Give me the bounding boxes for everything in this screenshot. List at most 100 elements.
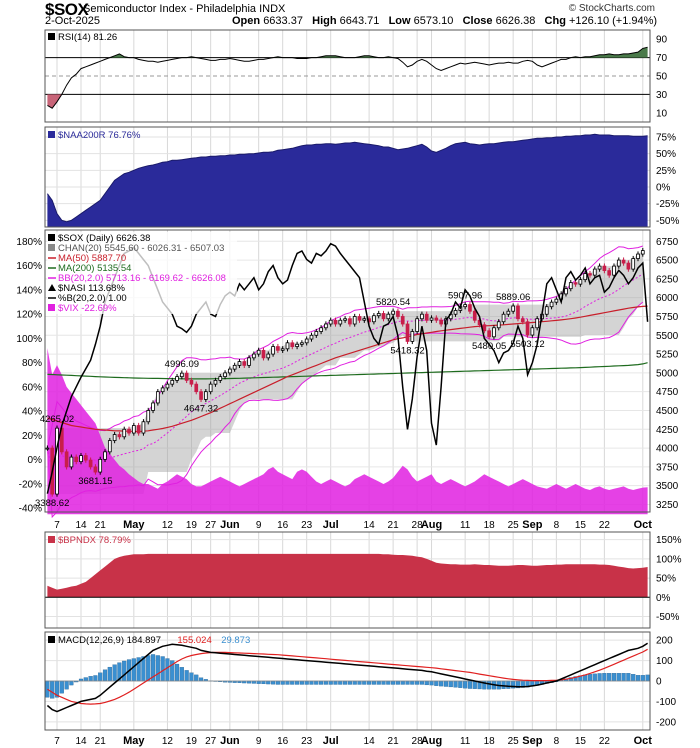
change-label: Chg: [544, 15, 566, 27]
ma50-line: [47, 305, 648, 433]
candle-body: [160, 387, 165, 393]
candle-body: [472, 310, 477, 321]
price-annotation: 3681.15: [78, 476, 112, 487]
candle-body: [256, 349, 261, 355]
macd-histogram-bar: [328, 680, 333, 685]
rsi-line: [47, 46, 648, 109]
legend-label: %B(20,2.0) 1.00: [58, 293, 127, 304]
price-annotation: 4265.02: [40, 414, 74, 425]
candle-body: [607, 270, 612, 276]
price-annotation: 3388.62: [35, 498, 69, 509]
pct-tick-label: 80%: [22, 358, 42, 369]
month-label: 11: [460, 520, 471, 531]
month-label: 15: [575, 736, 587, 747]
candle-body: [88, 459, 93, 468]
copyright-link[interactable]: © StockCharts.com: [568, 3, 655, 14]
legend-label: BB(20,2.0) 5713.16 - 6169.62 - 6626.08: [58, 273, 226, 284]
sox-panel: 6750 6500 6250 6000 5750 5500 5250 5000 4750 4500…: [16, 229, 679, 519]
macd-histogram-bar: [333, 680, 338, 685]
candle-body: [204, 391, 208, 400]
candle-body: [309, 334, 314, 340]
price-annotation: 5820.54: [376, 297, 410, 308]
macd-histogram-bar: [400, 680, 405, 685]
month-label: 16: [277, 736, 289, 747]
candle-body: [525, 321, 530, 336]
month-label: 18: [484, 520, 496, 531]
macd-histogram-bar: [395, 680, 400, 685]
candle-body: [434, 317, 439, 321]
month-label: 9: [256, 520, 262, 531]
bpndx-tick-label: 50%: [656, 574, 676, 585]
candle-body: [549, 301, 554, 308]
month-label: 15: [575, 520, 587, 531]
candle-body: [626, 262, 631, 270]
pct-tick-label: 140%: [16, 285, 42, 296]
price-tick-label: 4500: [656, 406, 679, 417]
legend-label: $BPNDX 78.79%: [58, 535, 131, 546]
macd-histogram-bar: [602, 673, 607, 682]
low-label: Low: [388, 15, 411, 27]
bpndx-area: [47, 553, 648, 598]
candle-body: [501, 313, 506, 323]
macd-histogram-bar: [631, 674, 636, 682]
macd-histogram-bar: [295, 680, 300, 685]
price-annotation: 5480.05: [472, 341, 506, 352]
panel-frame: [44, 631, 651, 731]
month-label: 23: [301, 736, 313, 747]
macd-histogram-bar: [59, 680, 64, 694]
candle-body: [266, 353, 271, 359]
candle-body: [410, 331, 415, 342]
candle-body: [117, 434, 122, 438]
macd-histogram-bar: [640, 675, 645, 682]
legend-background: [47, 232, 237, 314]
macd-histogram-bar: [635, 675, 641, 682]
macd-histogram-bar: [189, 672, 194, 682]
candle-body: [496, 321, 501, 329]
candle-body: [55, 427, 59, 495]
candle-body: [199, 391, 203, 400]
macd-histogram-bar: [410, 680, 415, 685]
macd-panel: 200 100 0 -100 -200 MACD(12,26,9) 184.897 155.…: [44, 631, 676, 731]
candle-body: [213, 379, 218, 385]
macd-histogram-bar: [448, 680, 453, 688]
price-tick-label: 3500: [656, 481, 679, 492]
candle-body: [357, 316, 362, 321]
candle-body: [636, 253, 640, 259]
candle-body: [271, 346, 275, 355]
macd-histogram-bar: [102, 669, 108, 682]
high-label: High: [312, 15, 337, 27]
legend-label: CHAN(20) 5545.60 - 6026.31 - 6507.03: [58, 243, 224, 254]
candle-body: [573, 282, 578, 285]
candle-body: [348, 318, 352, 325]
ma200-line: [47, 362, 648, 380]
macd-histogram-bar: [93, 675, 98, 682]
legend-swatch: [48, 33, 55, 40]
rsi-tick-label: 70: [656, 53, 668, 64]
macd-histogram-bar: [271, 680, 276, 685]
legend-label: RSI(14) 81.26: [58, 32, 117, 43]
macd-histogram-bar: [290, 680, 295, 685]
vix-area: [47, 348, 648, 515]
price-annotation: 5907.96: [448, 291, 482, 302]
macd-tick-label: -100: [656, 697, 676, 708]
candle-body: [376, 313, 381, 317]
month-label: 27: [205, 736, 217, 747]
price-annotation: 5889.06: [496, 292, 530, 303]
rsi-tick-label: 30: [656, 90, 668, 101]
macd-histogram-bar: [174, 663, 180, 682]
candle-body: [492, 327, 496, 338]
macd-legend-label: 29.873: [221, 635, 250, 646]
macd-histogram-bar: [304, 680, 309, 685]
macd-histogram-bar: [131, 658, 136, 682]
month-label: 14: [75, 520, 87, 531]
macd-histogram-bar: [50, 680, 55, 699]
pct-tick-label: 40%: [22, 407, 42, 418]
macd-legend-label: MACD(12,26,9) 184.897: [58, 635, 161, 646]
candle-body: [93, 466, 98, 473]
candle-body: [228, 368, 232, 374]
rsi-oversold-fill: [47, 94, 648, 109]
naa200r-area: [47, 134, 648, 227]
candle-body: [343, 318, 347, 321]
